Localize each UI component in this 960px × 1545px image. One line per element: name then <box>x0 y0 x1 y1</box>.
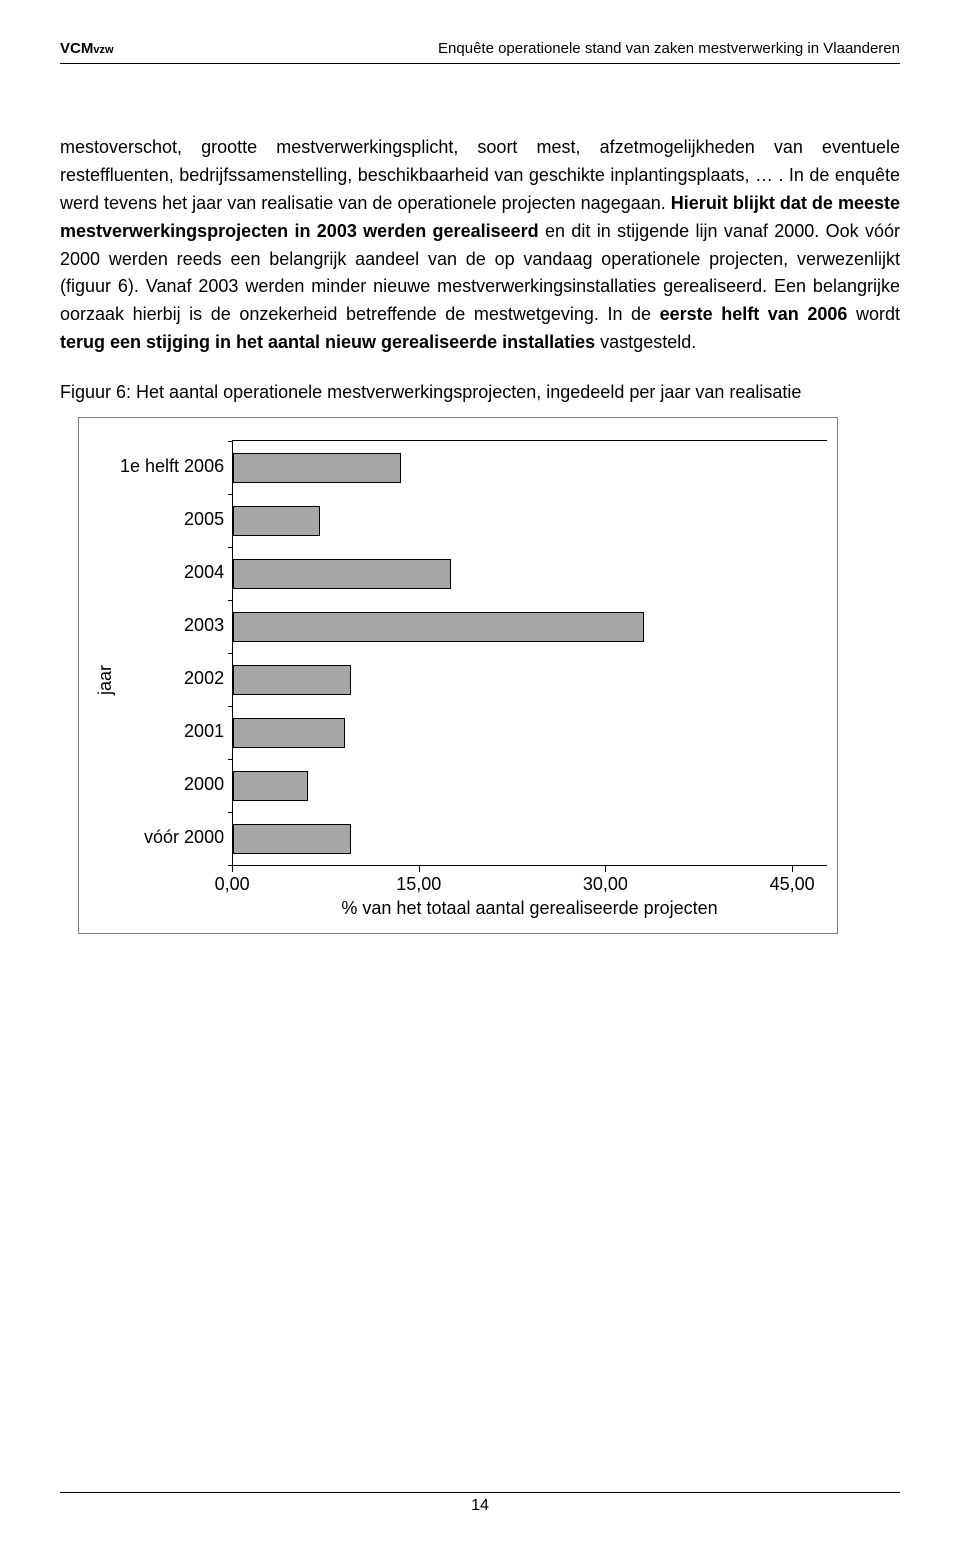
header-org-sub: vzw <box>93 44 113 56</box>
chart-xaxis-ticks <box>232 866 792 874</box>
figure-caption: Figuur 6: Het aantal operationele mestve… <box>60 379 900 407</box>
chart-bar <box>233 824 351 854</box>
body-text-bold: eerste helft van 2006 <box>660 304 848 324</box>
body-text-bold: terug een stijging in het aantal nieuw g… <box>60 332 595 352</box>
chart-xtick-label: 15,00 <box>396 874 441 895</box>
header-title: Enquête operationele stand van zaken mes… <box>438 40 900 57</box>
chart-bar <box>233 559 451 589</box>
chart-category-label: 2004 <box>120 546 224 599</box>
bar-chart: jaar 1e helft 20062005200420032002200120… <box>78 417 838 934</box>
chart-bar <box>233 453 401 483</box>
footer-rule <box>60 1492 900 1493</box>
page-footer: 14 <box>0 1492 960 1515</box>
body-text: vastgesteld. <box>595 332 696 352</box>
chart-category-label: 2001 <box>120 705 224 758</box>
chart-category-label: 2003 <box>120 599 224 652</box>
chart-plot-area <box>232 440 827 866</box>
chart-category-labels: 1e helft 2006200520042003200220012000vóó… <box>120 440 232 919</box>
chart-bar <box>233 506 320 536</box>
chart-xaxis-title: % van het totaal aantal gerealiseerde pr… <box>232 898 827 919</box>
header-org: VCMvzw <box>60 40 114 57</box>
chart-bar <box>233 612 644 642</box>
chart-category-label: 2005 <box>120 493 224 546</box>
chart-category-label: 2000 <box>120 758 224 811</box>
body-paragraph: mestoverschot, grootte mestverwerkingspl… <box>60 134 900 357</box>
chart-yaxis-title: jaar <box>89 665 120 695</box>
body-text: wordt <box>847 304 900 324</box>
chart-xtick-label: 30,00 <box>583 874 628 895</box>
chart-xaxis-labels: 0,0015,0030,0045,00 <box>232 874 792 896</box>
chart-category-label: vóór 2000 <box>120 811 224 864</box>
chart-bar <box>233 771 308 801</box>
chart-category-label: 1e helft 2006 <box>120 440 224 493</box>
header-org-main: VCM <box>60 40 93 57</box>
page-number: 14 <box>471 1497 489 1514</box>
chart-bar <box>233 665 351 695</box>
chart-bar <box>233 718 345 748</box>
chart-category-label: 2002 <box>120 652 224 705</box>
chart-xtick-label: 45,00 <box>770 874 815 895</box>
page-header: VCMvzw Enquête operationele stand van za… <box>60 40 900 57</box>
chart-xtick-label: 0,00 <box>215 874 250 895</box>
header-rule <box>60 63 900 64</box>
